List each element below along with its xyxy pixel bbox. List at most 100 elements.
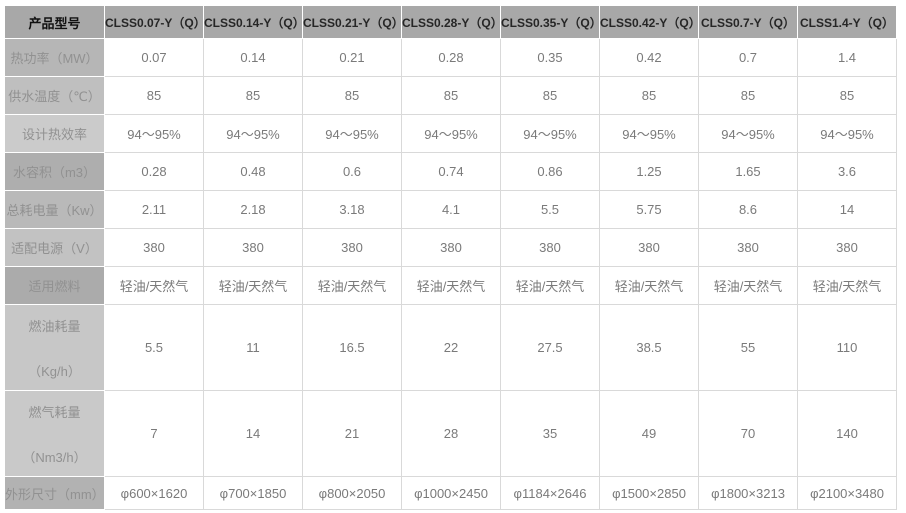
spec-value-cell: 85 (797, 76, 897, 115)
spec-value-cell: 轻油/天然气 (698, 266, 798, 305)
spec-value-cell: 380 (500, 228, 600, 267)
spec-value-cell: 70 (698, 390, 798, 477)
spec-value-cell: φ1000×2450 (401, 476, 501, 510)
spec-value-cell: 5.75 (599, 190, 699, 229)
row-label-cell: 热功率（MW） (4, 38, 105, 77)
row-label-cell: 总耗电量（Kw） (4, 190, 105, 229)
spec-value-cell: φ1184×2646 (500, 476, 600, 510)
row-label-cell: 水容积（m3） (4, 152, 105, 191)
spec-value-cell: 2.11 (104, 190, 204, 229)
model-header-cell: CLSS0.7-Y（Q） (698, 5, 798, 39)
row-label-unit: （Nm3/h） (22, 449, 87, 465)
spec-value-cell: 0.07 (104, 38, 204, 77)
spec-value-cell: 85 (203, 76, 303, 115)
spec-value-cell: 85 (401, 76, 501, 115)
spec-value-cell: 轻油/天然气 (401, 266, 501, 305)
spec-value-cell: 0.14 (203, 38, 303, 77)
spec-value-cell: 轻油/天然气 (797, 266, 897, 305)
table-header-row: 产品型号 CLSS0.07-Y（Q） CLSS0.14-Y（Q） CLSS0.21-… (4, 5, 897, 39)
spec-value-cell: 28 (401, 390, 501, 477)
spec-row: 燃油耗量 （Kg/h） 5.5 11 16.5 22 27.5 38.5 55 110 (4, 304, 897, 391)
row-label-text: 燃气耗量 (28, 404, 81, 420)
spec-value-cell: 110 (797, 304, 897, 391)
spec-value-cell: 140 (797, 390, 897, 477)
spec-value-cell: 轻油/天然气 (500, 266, 600, 305)
spec-value-cell: 85 (104, 76, 204, 115)
spec-value-cell: 380 (203, 228, 303, 267)
row-label-cell: 适配电源（V） (4, 228, 105, 267)
spec-value-cell: φ700×1850 (203, 476, 303, 510)
spec-value-cell: 380 (401, 228, 501, 267)
spec-value-cell: 21 (302, 390, 402, 477)
spec-value-cell: 94～95% (203, 114, 303, 153)
spec-row: 水容积（m3） 0.28 0.48 0.6 0.74 0.86 1.25 1.65 3.6 (4, 152, 897, 191)
row-label-cell: 燃油耗量 （Kg/h） (4, 304, 105, 391)
spec-value-cell: 85 (599, 76, 699, 115)
spec-value-cell: 94～95% (104, 114, 204, 153)
spec-value-cell: 轻油/天然气 (203, 266, 303, 305)
spec-value-cell: 380 (797, 228, 897, 267)
spec-row: 外形尺寸（mm） φ600×1620 φ700×1850 φ800×2050 φ1000… (4, 476, 897, 510)
row-label-cell: 燃气耗量 （Nm3/h） (4, 390, 105, 477)
spec-value-cell: 94～95% (797, 114, 897, 153)
model-header-cell: CLSS0.35-Y（Q） (500, 5, 600, 39)
spec-value-cell: 14 (203, 390, 303, 477)
row-label-cell: 设计热效率 (4, 114, 105, 153)
spec-value-cell: 94～95% (302, 114, 402, 153)
spec-row: 燃气耗量 （Nm3/h） 7 14 21 28 35 49 70 140 (4, 390, 897, 477)
spec-value-cell: 94～95% (698, 114, 798, 153)
row-label-cell: 适用燃料 (4, 266, 105, 305)
table-body: 热功率（MW） 0.07 0.14 0.21 0.28 0.35 0.42 0.7 1.4 供水温… (4, 38, 897, 510)
corner-header-cell: 产品型号 (4, 5, 105, 39)
row-label-unit: （Kg/h） (28, 363, 81, 379)
spec-value-cell: 3.6 (797, 152, 897, 191)
table-header: 产品型号 CLSS0.07-Y（Q） CLSS0.14-Y（Q） CLSS0.21-… (4, 5, 897, 39)
model-header-cell: CLSS0.07-Y（Q） (104, 5, 204, 39)
spec-value-cell: φ2100×3480 (797, 476, 897, 510)
spec-value-cell: 94～95% (500, 114, 600, 153)
spec-value-cell: 轻油/天然气 (599, 266, 699, 305)
product-spec-table: 产品型号 CLSS0.07-Y（Q） CLSS0.14-Y（Q） CLSS0.21-… (4, 5, 897, 510)
spec-row: 适配电源（V） 380 380 380 380 380 380 380 380 (4, 228, 897, 267)
spec-value-cell: 轻油/天然气 (302, 266, 402, 305)
spec-row: 热功率（MW） 0.07 0.14 0.21 0.28 0.35 0.42 0.7 1.4 (4, 38, 897, 77)
model-header-cell: CLSS0.42-Y（Q） (599, 5, 699, 39)
spec-value-cell: 38.5 (599, 304, 699, 391)
row-label-lines: 燃油耗量 （Kg/h） (6, 316, 104, 380)
row-label-text: 燃油耗量 (28, 318, 81, 334)
spec-value-cell: 35 (500, 390, 600, 477)
spec-value-cell: 0.48 (203, 152, 303, 191)
model-header-cell: CLSS1.4-Y（Q） (797, 5, 897, 39)
spec-value-cell: 49 (599, 390, 699, 477)
spec-value-cell: φ800×2050 (302, 476, 402, 510)
spec-value-cell: 27.5 (500, 304, 600, 391)
spec-value-cell: 0.7 (698, 38, 798, 77)
spec-value-cell: φ1500×2850 (599, 476, 699, 510)
spec-value-cell: 85 (302, 76, 402, 115)
spec-value-cell: 85 (698, 76, 798, 115)
spec-value-cell: 380 (104, 228, 204, 267)
spec-value-cell: 0.74 (401, 152, 501, 191)
spec-value-cell: 8.6 (698, 190, 798, 229)
spec-value-cell: 94～95% (401, 114, 501, 153)
spec-value-cell: 85 (500, 76, 600, 115)
spec-value-cell: 0.28 (104, 152, 204, 191)
spec-value-cell: 3.18 (302, 190, 402, 229)
spec-value-cell: 94～95% (599, 114, 699, 153)
spec-value-cell: 55 (698, 304, 798, 391)
spec-value-cell: 380 (599, 228, 699, 267)
spec-value-cell: 0.6 (302, 152, 402, 191)
spec-row: 供水温度（℃） 85 85 85 85 85 85 85 85 (4, 76, 897, 115)
spec-value-cell: 0.86 (500, 152, 600, 191)
spec-value-cell: φ600×1620 (104, 476, 204, 510)
spec-row: 适用燃料 轻油/天然气 轻油/天然气 轻油/天然气 轻油/天然气 轻油/天然气 轻油/天然气… (4, 266, 897, 305)
model-header-cell: CLSS0.14-Y（Q） (203, 5, 303, 39)
spec-value-cell: 5.5 (104, 304, 204, 391)
spec-value-cell: 4.1 (401, 190, 501, 229)
spec-value-cell: φ1800×3213 (698, 476, 798, 510)
spec-value-cell: 11 (203, 304, 303, 391)
model-header-cell: CLSS0.21-Y（Q） (302, 5, 402, 39)
model-header-cell: CLSS0.28-Y（Q） (401, 5, 501, 39)
spec-value-cell: 0.42 (599, 38, 699, 77)
